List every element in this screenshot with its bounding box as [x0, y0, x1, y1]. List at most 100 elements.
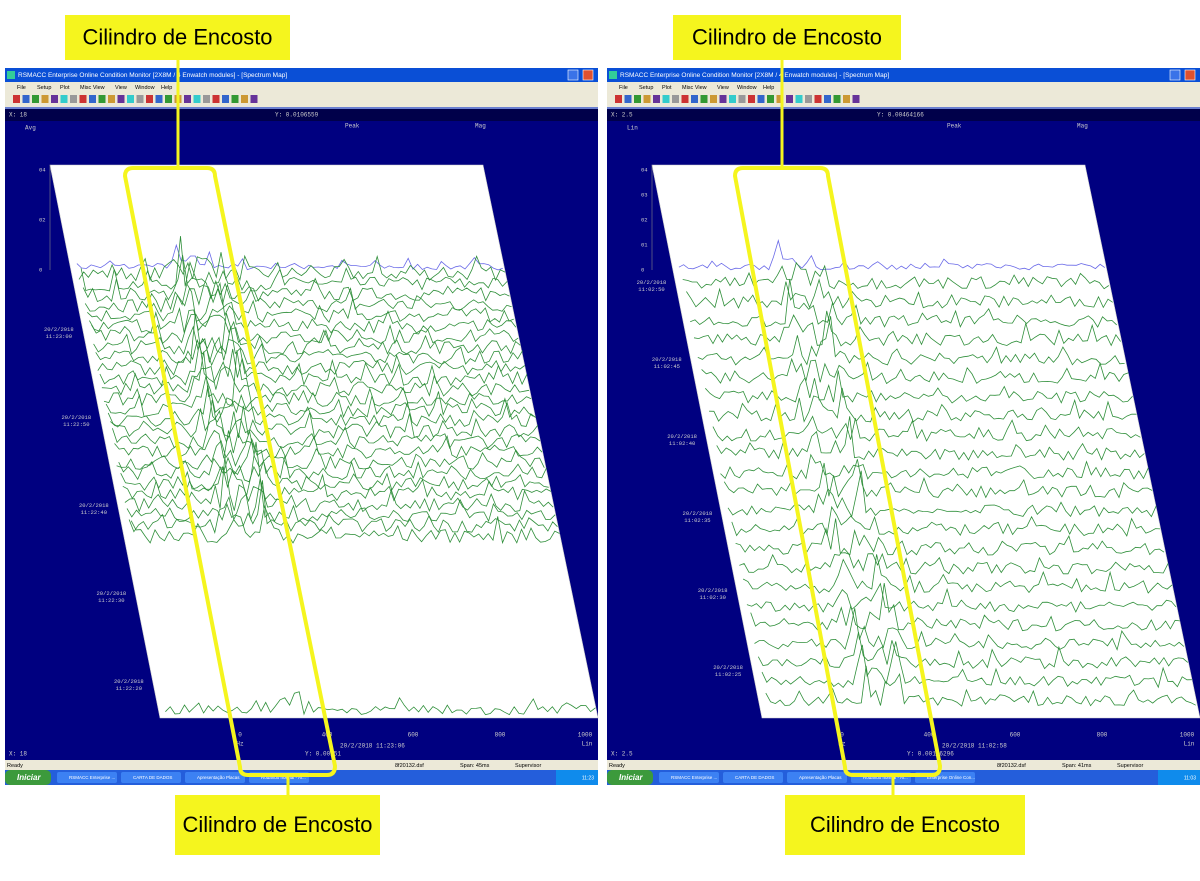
status-bar: [5, 760, 598, 770]
toolbar-button[interactable]: [824, 95, 831, 103]
plot-header-line: [607, 107, 1200, 109]
menu-item[interactable]: View: [115, 85, 127, 91]
x-tick-label: 600: [408, 732, 419, 739]
minimize-button[interactable]: [1170, 70, 1180, 80]
status-text: Supervisor: [1117, 763, 1143, 769]
toolbar-button[interactable]: [13, 95, 20, 103]
toolbar-button[interactable]: [51, 95, 58, 103]
menu-item[interactable]: Window: [737, 85, 757, 91]
toolbar-button[interactable]: [232, 95, 239, 103]
toolbar-button[interactable]: [222, 95, 229, 103]
toolbar-button[interactable]: [32, 95, 39, 103]
toolbar-button[interactable]: [61, 95, 68, 103]
x-scale: Lin: [1184, 741, 1195, 748]
toolbar-button[interactable]: [213, 95, 220, 103]
toolbar-button[interactable]: [843, 95, 850, 103]
toolbar-button[interactable]: [165, 95, 172, 103]
status-bar: [607, 760, 1200, 770]
menu-item[interactable]: Plot: [60, 85, 70, 91]
toolbar-button[interactable]: [203, 95, 210, 103]
toolbar-button[interactable]: [663, 95, 670, 103]
menu-item[interactable]: Window: [135, 85, 155, 91]
timestamp: 20/2/2018 11:23:06: [340, 743, 405, 750]
menu-item[interactable]: Help: [161, 85, 172, 91]
toolbar-button[interactable]: [729, 95, 736, 103]
page: RSMACC Enterprise Online Condition Monit…: [0, 0, 1200, 881]
toolbar-button[interactable]: [99, 95, 106, 103]
toolbar-button[interactable]: [786, 95, 793, 103]
time-label: 20/2/201811:02:45: [652, 356, 682, 370]
toolbar-button[interactable]: [251, 95, 258, 103]
toolbar-button[interactable]: [672, 95, 679, 103]
taskbar-button-label: Apresentação Placas: [197, 775, 240, 780]
menu-item[interactable]: File: [619, 85, 628, 91]
status-text: Span: 41ms: [1062, 763, 1092, 769]
toolbar-button[interactable]: [70, 95, 77, 103]
toolbar-button[interactable]: [615, 95, 622, 103]
toolbar-button[interactable]: [156, 95, 163, 103]
clock: 11:23: [582, 775, 594, 781]
minimize-button[interactable]: [568, 70, 578, 80]
toolbar-button[interactable]: [118, 95, 125, 103]
toolbar-button[interactable]: [701, 95, 708, 103]
toolbar-button[interactable]: [767, 95, 774, 103]
menu-item[interactable]: Help: [763, 85, 774, 91]
menu-item[interactable]: Setup: [37, 85, 51, 91]
corner-label: X: 2.5: [611, 751, 633, 758]
amp-label: 04: [39, 166, 46, 173]
status-text: Supervisor: [515, 763, 541, 769]
toolbar-button[interactable]: [644, 95, 651, 103]
toolbar-button[interactable]: [739, 95, 746, 103]
menu-item[interactable]: File: [17, 85, 26, 91]
toolbar-button[interactable]: [653, 95, 660, 103]
close-button[interactable]: [583, 70, 593, 80]
toolbar-button[interactable]: [805, 95, 812, 103]
toolbar-button[interactable]: [194, 95, 201, 103]
amp-label: 0: [39, 266, 42, 273]
amp-label: 02: [641, 216, 648, 223]
toolbar-button[interactable]: [634, 95, 641, 103]
x-tick-label: 800: [1097, 732, 1108, 739]
toolbar-button[interactable]: [815, 95, 822, 103]
toolbar-button[interactable]: [834, 95, 841, 103]
amp-label: 03: [641, 191, 648, 198]
menu-item[interactable]: Setup: [639, 85, 653, 91]
toolbar-button[interactable]: [42, 95, 49, 103]
toolbar-button[interactable]: [853, 95, 860, 103]
toolbar-button[interactable]: [137, 95, 144, 103]
cursor-value: Y: 0.00166296: [907, 751, 954, 758]
time-label: 20/2/201811:02:25: [713, 664, 743, 678]
toolbar-button[interactable]: [720, 95, 727, 103]
menu-item[interactable]: Plot: [662, 85, 672, 91]
time-label: 20/2/201811:02:50: [637, 279, 667, 293]
amp-label: 04: [641, 166, 648, 173]
close-button[interactable]: [1185, 70, 1195, 80]
toolbar-button[interactable]: [748, 95, 755, 103]
menu-item[interactable]: Misc View: [682, 85, 707, 91]
toolbar-button[interactable]: [127, 95, 134, 103]
scale-label: Avg: [25, 125, 36, 132]
menu-item[interactable]: Misc View: [80, 85, 105, 91]
toolbar-button[interactable]: [241, 95, 248, 103]
toolbar-button[interactable]: [184, 95, 191, 103]
time-label: 20/2/201811:02:40: [667, 433, 697, 447]
toolbar-button[interactable]: [710, 95, 717, 103]
toolbar-button[interactable]: [23, 95, 30, 103]
menu-item[interactable]: View: [717, 85, 729, 91]
mag-label: Mag: [1077, 123, 1088, 130]
toolbar-button[interactable]: [796, 95, 803, 103]
toolbar-button[interactable]: [682, 95, 689, 103]
toolbar-button[interactable]: [625, 95, 632, 103]
toolbar-button[interactable]: [758, 95, 765, 103]
toolbar-button[interactable]: [146, 95, 153, 103]
toolbar-button[interactable]: [89, 95, 96, 103]
x-tick-label: 800: [495, 732, 506, 739]
app-window: RSMACC Enterprise Online Condition Monit…: [607, 68, 1200, 785]
cursor-y: Y: 0.00464166: [877, 112, 924, 119]
toolbar-button[interactable]: [108, 95, 115, 103]
x-tick-label: 0: [238, 732, 242, 739]
cursor-y: Y: 0.0106559: [275, 112, 319, 119]
toolbar-button[interactable]: [80, 95, 87, 103]
taskbar-button-label: RSMACC Enterprise ...: [69, 775, 115, 780]
toolbar-button[interactable]: [691, 95, 698, 103]
